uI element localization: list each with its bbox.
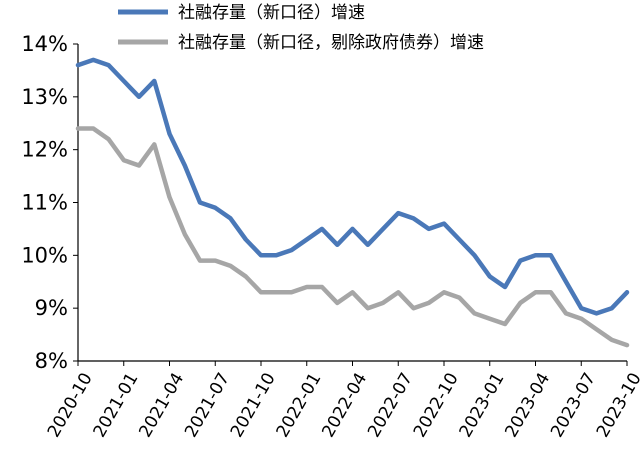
legend: 社融存量（新口径）增速 社融存量（新口径，剔除政府债券）增速 [118,3,484,53]
x-tick-label: 2021-01 [90,370,143,442]
legend-label-series-2: 社融存量（新口径，剔除政府债券）增速 [178,33,484,53]
legend-label-series-1: 社融存量（新口径）增速 [178,3,365,23]
x-tick-label: 2023-01 [456,370,509,442]
x-tick-label: 2020-10 [44,370,97,442]
y-tick-label: 10% [21,243,68,267]
axes [77,44,627,362]
x-tick-label: 2022-07 [364,370,417,442]
y-tick-label: 14% [21,32,68,56]
y-tick-label: 8% [35,349,68,373]
y-tick-label: 9% [35,296,68,320]
x-tick-label: 2021-04 [135,370,188,442]
y-tick-label: 12% [21,138,68,162]
x-tick-label: 2022-04 [318,370,371,442]
x-tick-label: 2021-07 [181,370,234,442]
x-axis-ticks: 2020-102021-012021-042021-072021-102022-… [44,361,643,441]
y-tick-label: 13% [21,85,68,109]
series-line-2 [75,126,630,348]
x-tick-label: 2022-01 [273,370,326,442]
series-lines [75,57,630,348]
y-tick-label: 11% [21,191,68,215]
x-tick-label: 2022-10 [410,370,463,442]
x-tick-label: 2023-10 [593,370,643,442]
x-tick-label: 2023-04 [501,370,554,442]
series-line-1 [75,57,630,316]
x-tick-label: 2023-07 [547,370,600,442]
y-axis-ticks: 8% 9% 10% 11% 12% 13% 14% [21,32,78,373]
x-tick-label: 2021-10 [227,370,280,442]
